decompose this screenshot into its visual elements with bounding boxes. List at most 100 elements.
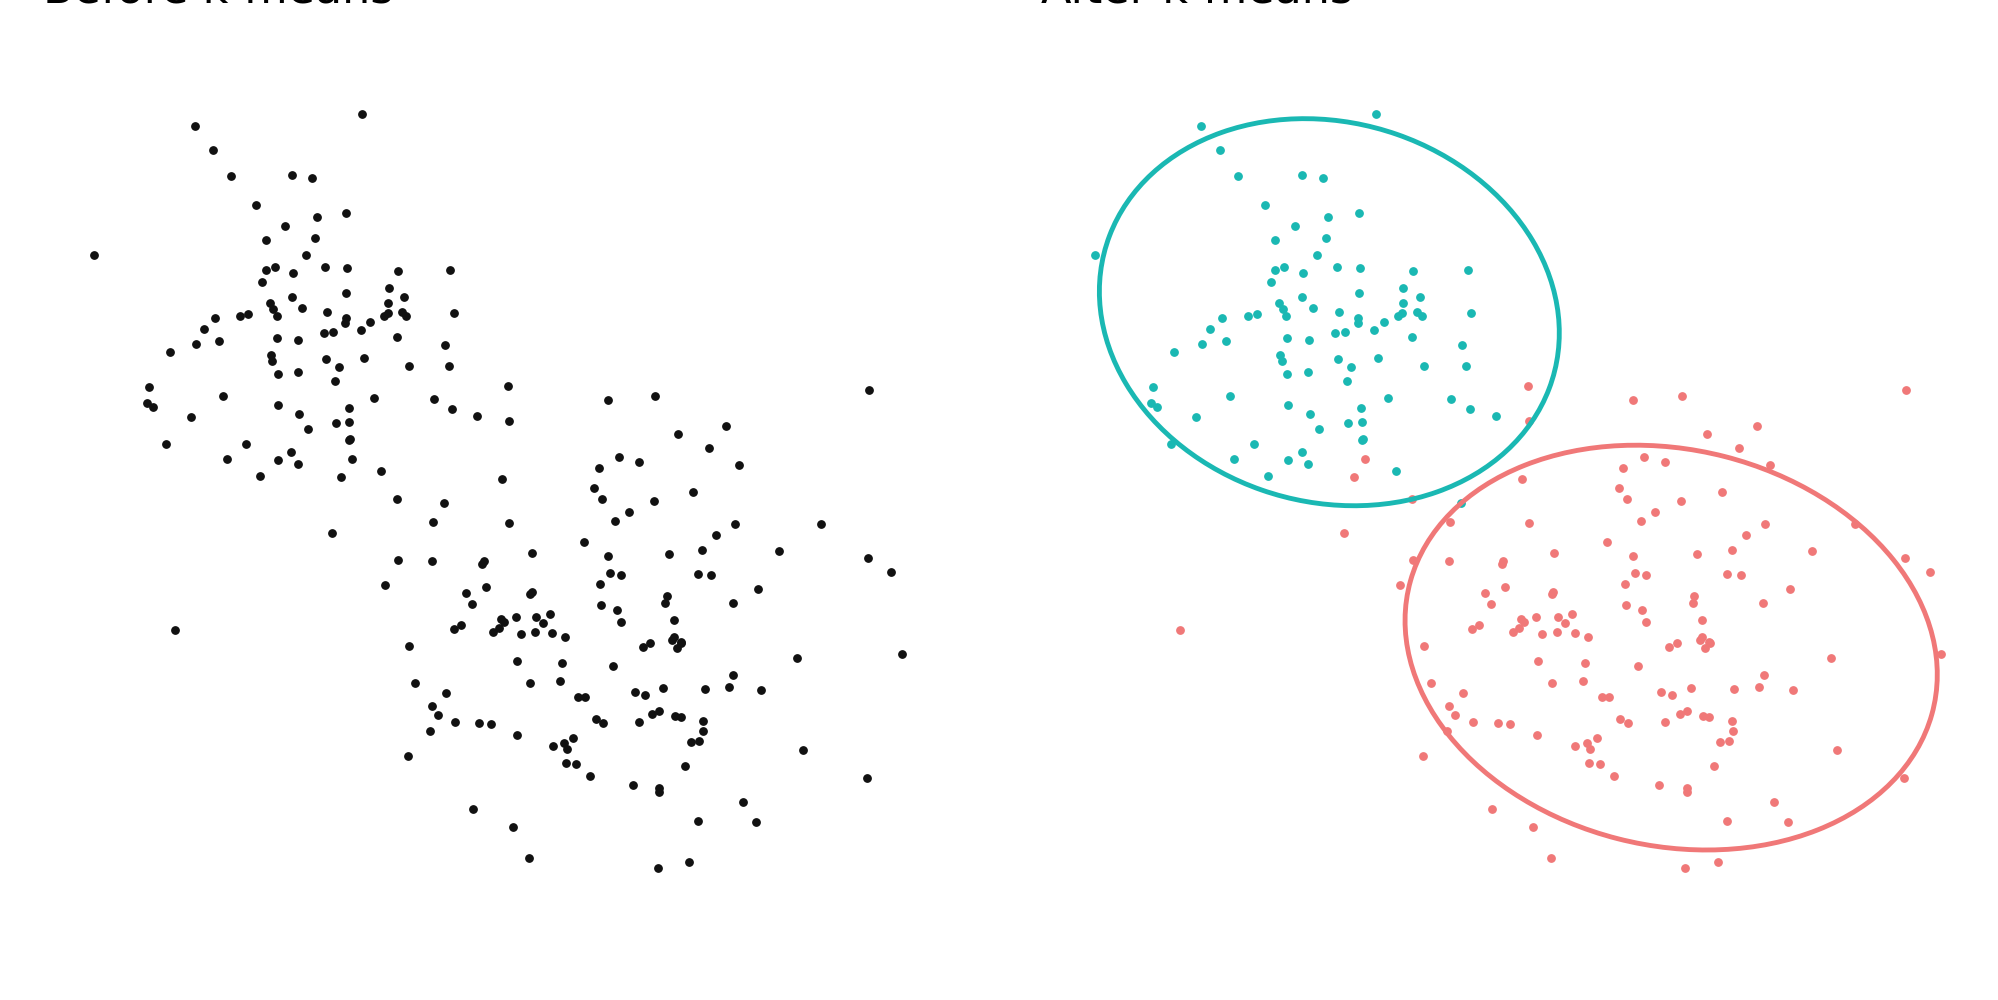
Point bbox=[1433, 553, 1465, 569]
Point bbox=[1265, 353, 1297, 369]
Point bbox=[206, 388, 238, 404]
Point bbox=[318, 373, 350, 389]
Point bbox=[1642, 777, 1674, 793]
Point bbox=[488, 614, 519, 630]
Point bbox=[1572, 741, 1604, 757]
Point bbox=[1512, 413, 1544, 429]
Point bbox=[1584, 689, 1616, 705]
Point bbox=[382, 491, 414, 507]
Point bbox=[557, 730, 589, 746]
Point bbox=[1479, 408, 1510, 424]
Point bbox=[655, 632, 687, 648]
Point bbox=[1337, 469, 1369, 485]
Point bbox=[1379, 463, 1411, 479]
Point bbox=[1163, 622, 1195, 638]
Point bbox=[1291, 364, 1323, 380]
Point bbox=[1155, 436, 1187, 452]
Point bbox=[1534, 675, 1566, 691]
Point bbox=[745, 682, 777, 698]
Point bbox=[619, 684, 651, 700]
Point bbox=[1618, 565, 1650, 581]
Point bbox=[336, 451, 368, 467]
Point bbox=[1343, 260, 1375, 276]
Point bbox=[681, 813, 713, 829]
Point bbox=[1626, 602, 1658, 618]
Point bbox=[605, 567, 637, 583]
Point bbox=[366, 463, 398, 479]
Point bbox=[1359, 106, 1391, 122]
Point bbox=[1387, 280, 1419, 296]
Point bbox=[1568, 655, 1600, 671]
Point bbox=[1740, 418, 1772, 434]
Point bbox=[1271, 330, 1303, 346]
Point bbox=[1321, 351, 1353, 367]
Point bbox=[372, 295, 404, 311]
Point bbox=[436, 401, 468, 417]
Point bbox=[763, 543, 795, 559]
Point bbox=[416, 553, 448, 569]
Point bbox=[300, 209, 332, 225]
Point bbox=[282, 332, 314, 348]
Point bbox=[741, 581, 773, 597]
Point bbox=[715, 595, 747, 611]
Point bbox=[585, 597, 617, 613]
Point bbox=[438, 305, 470, 321]
Point bbox=[1702, 734, 1734, 750]
Point bbox=[661, 640, 693, 656]
Point bbox=[1327, 525, 1359, 541]
Point bbox=[230, 436, 262, 452]
Point bbox=[1684, 629, 1716, 645]
Point bbox=[330, 315, 362, 331]
Point bbox=[669, 758, 701, 774]
Point bbox=[214, 168, 246, 184]
Point bbox=[1455, 621, 1487, 637]
Point bbox=[1820, 742, 1852, 758]
Point bbox=[1620, 658, 1652, 674]
Point bbox=[1263, 295, 1295, 311]
Point bbox=[1255, 274, 1287, 290]
Point bbox=[160, 622, 192, 638]
Point bbox=[693, 440, 725, 456]
Point bbox=[346, 106, 378, 122]
Point bbox=[1397, 552, 1429, 568]
Point bbox=[1678, 588, 1710, 604]
Point bbox=[1746, 595, 1778, 611]
Point bbox=[1590, 534, 1622, 550]
Point bbox=[1716, 713, 1748, 729]
Point bbox=[787, 742, 819, 758]
Point bbox=[1704, 484, 1736, 500]
Point bbox=[549, 629, 581, 645]
Point bbox=[681, 566, 713, 582]
Point bbox=[1612, 715, 1644, 731]
Point bbox=[1630, 567, 1662, 583]
Point bbox=[1293, 406, 1325, 422]
Point bbox=[1451, 262, 1483, 278]
Point bbox=[332, 260, 364, 276]
Point bbox=[368, 308, 400, 324]
Point bbox=[282, 364, 314, 380]
Point bbox=[503, 626, 535, 642]
Point bbox=[330, 285, 362, 301]
Point bbox=[282, 456, 314, 472]
Point bbox=[1592, 689, 1624, 705]
Point bbox=[1345, 432, 1377, 448]
Point bbox=[322, 359, 354, 375]
Point bbox=[613, 504, 645, 520]
Point bbox=[1481, 715, 1512, 731]
Point bbox=[1814, 650, 1846, 666]
Point bbox=[597, 658, 629, 674]
Point bbox=[334, 432, 366, 448]
Point bbox=[587, 715, 619, 731]
Point bbox=[434, 262, 466, 278]
Point bbox=[1453, 401, 1485, 417]
Point bbox=[643, 703, 675, 719]
Point bbox=[1141, 399, 1173, 415]
Point bbox=[188, 321, 220, 337]
Point bbox=[1331, 415, 1363, 431]
Point bbox=[1331, 373, 1363, 389]
Point bbox=[438, 621, 470, 637]
Point bbox=[392, 748, 424, 764]
Point bbox=[1724, 567, 1756, 583]
Point bbox=[1221, 168, 1253, 184]
Point bbox=[537, 738, 569, 754]
